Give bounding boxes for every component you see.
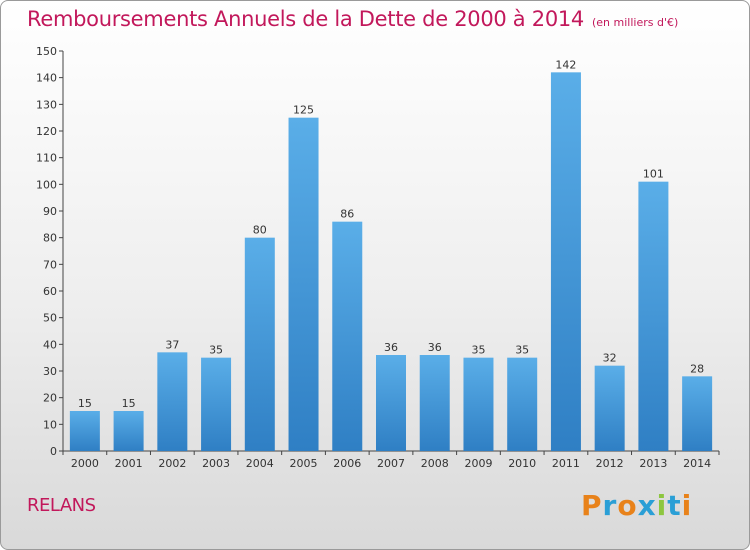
y-tick-label: 60	[43, 285, 57, 298]
brand-letter: r	[602, 489, 618, 522]
bar-data-label: 36	[384, 341, 398, 354]
brand-letter: x	[637, 489, 657, 522]
chart-bars	[69, 72, 713, 452]
x-tick-label: 2005	[290, 457, 318, 470]
y-tick-label: 140	[36, 72, 57, 85]
brand-letter: P	[581, 489, 603, 522]
bar	[463, 357, 494, 451]
bar	[332, 221, 363, 451]
bar-data-label: 37	[165, 338, 179, 351]
bar-data-label: 86	[340, 208, 354, 221]
x-tick-label: 2012	[596, 457, 624, 470]
bar	[113, 411, 144, 451]
chart-title-text: Remboursements Annuels de la Dette de 20…	[27, 7, 584, 31]
bar-data-label: 80	[253, 224, 267, 237]
chart-axes: 0 10 20 30 40 50 60 70 80 90 100 110 120 130 140 150 200…	[36, 45, 720, 470]
x-tick-label: 2014	[683, 457, 711, 470]
x-tick-label: 2006	[333, 457, 361, 470]
bar-data-label: 36	[428, 341, 442, 354]
bar	[682, 376, 713, 451]
bar-data-label: 101	[643, 168, 664, 181]
bar	[594, 365, 625, 451]
brand-letter: i	[681, 489, 693, 522]
chart-data-labels: 15 15 37 35 80 125 86 36 36 35 35 142 32 101 28	[78, 58, 704, 410]
x-tick-label: 2004	[246, 457, 274, 470]
x-tick-label: 2003	[202, 457, 230, 470]
x-tick-label: 2013	[639, 457, 667, 470]
x-tick-label: 2008	[421, 457, 449, 470]
bar	[550, 72, 581, 451]
y-tick-label: 50	[43, 312, 57, 325]
brand-logo: Proxiti	[581, 489, 692, 522]
y-tick-label: 150	[36, 45, 57, 58]
bar-data-label: 35	[515, 344, 529, 357]
x-tick-label: 2002	[158, 457, 186, 470]
chart-title: Remboursements Annuels de la Dette de 20…	[27, 7, 678, 31]
bar	[419, 355, 450, 451]
bar-data-label: 35	[471, 344, 485, 357]
x-tick-label: 2011	[552, 457, 580, 470]
y-tick-label: 90	[43, 205, 57, 218]
bar-data-label: 32	[603, 352, 617, 365]
bar	[69, 411, 100, 451]
bar-data-label: 15	[78, 397, 92, 410]
bar	[288, 117, 319, 452]
x-tick-label: 2009	[464, 457, 492, 470]
y-tick-label: 110	[36, 152, 57, 165]
chart-subtitle: (en milliers d'€)	[592, 16, 679, 29]
x-tick-label: 2007	[377, 457, 405, 470]
y-tick-label: 120	[36, 125, 57, 138]
y-tick-label: 30	[43, 365, 57, 378]
y-tick-label: 70	[43, 258, 57, 271]
x-tick-label: 2000	[71, 457, 99, 470]
bar	[376, 355, 406, 451]
y-tick-label: 0	[50, 445, 57, 458]
bar-data-label: 142	[555, 58, 576, 71]
y-tick-label: 40	[43, 338, 57, 351]
y-tick-label: 130	[36, 98, 57, 111]
y-tick-label: 100	[36, 178, 57, 191]
brand-letter: i	[656, 489, 668, 522]
x-tick-label: 2010	[508, 457, 536, 470]
bar-data-label: 125	[293, 104, 314, 117]
y-tick-label: 80	[43, 232, 57, 245]
brand-letter: o	[617, 489, 638, 522]
bar-data-label: 28	[690, 362, 704, 375]
bar-data-label: 15	[122, 397, 136, 410]
location-name: RELANS	[27, 495, 96, 516]
bar	[507, 357, 538, 451]
bar	[157, 352, 188, 451]
x-tick-label: 2001	[115, 457, 143, 470]
brand-letter: t	[667, 489, 682, 522]
y-tick-label: 10	[43, 418, 57, 431]
bar	[638, 181, 669, 451]
bar	[201, 357, 232, 451]
y-tick-label: 20	[43, 392, 57, 405]
bar	[244, 237, 275, 451]
bar-data-label: 35	[209, 344, 223, 357]
